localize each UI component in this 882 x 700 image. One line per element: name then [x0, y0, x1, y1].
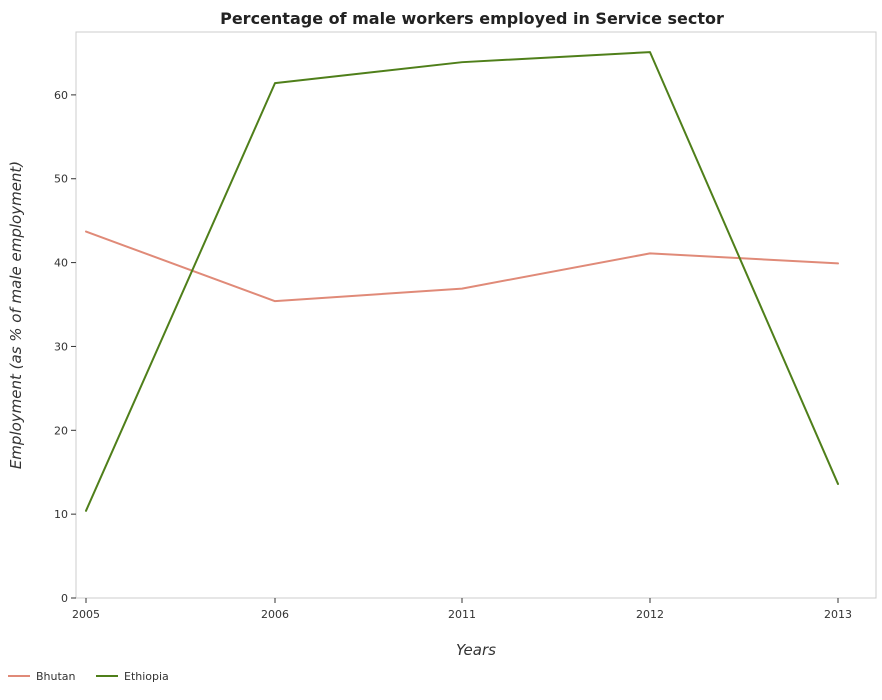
y-tick-label: 40 [54, 257, 68, 270]
plot-area [75, 31, 877, 599]
y-axis-title: Employment (as % of male employment) [7, 161, 25, 469]
series-line-ethiopia [85, 51, 839, 512]
x-axis: 2005 2006 2011 2012 2013 [72, 598, 852, 621]
y-tick-label: 20 [54, 424, 68, 437]
y-tick-label: 30 [54, 340, 68, 353]
series-line-bhutan [85, 230, 839, 303]
x-tick-label: 2005 [72, 608, 100, 621]
y-tick-label: 60 [54, 89, 68, 102]
y-tick-label: 0 [61, 592, 68, 605]
legend-label-ethiopia: Ethiopia [124, 670, 169, 683]
x-tick-label: 2006 [261, 608, 289, 621]
x-axis-title: Years [456, 641, 496, 659]
y-tick-label: 10 [54, 508, 68, 521]
x-tick-label: 2012 [636, 608, 664, 621]
chart-title: Percentage of male workers employed in S… [220, 9, 724, 28]
series-lines [85, 51, 839, 512]
legend: Bhutan Ethiopia [8, 670, 169, 683]
y-axis: 0 10 20 30 40 50 60 [54, 89, 76, 605]
legend-label-bhutan: Bhutan [36, 670, 76, 683]
x-tick-label: 2011 [448, 608, 476, 621]
y-tick-label: 50 [54, 173, 68, 186]
x-tick-label: 2013 [824, 608, 852, 621]
